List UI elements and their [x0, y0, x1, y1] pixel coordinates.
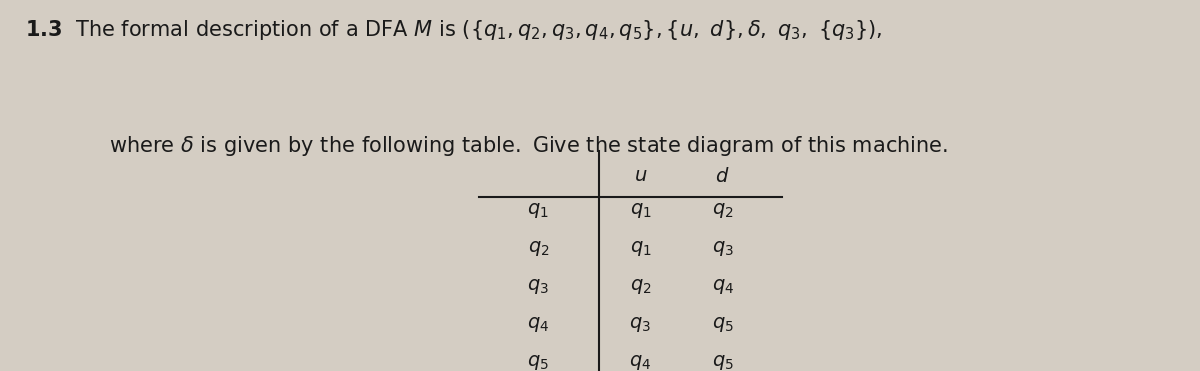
Text: $\mathbf{1.3}$  $\mathrm{The\ formal\ description\ of\ a\ DFA}\ $$\mathit{M}\ $$: $\mathbf{1.3}$ $\mathrm{The\ formal\ des…	[25, 18, 883, 42]
Text: $q_{1}$: $q_{1}$	[630, 239, 652, 258]
Text: $q_{4}$: $q_{4}$	[629, 354, 652, 371]
Text: $d$: $d$	[715, 167, 730, 186]
Text: $q_{3}$: $q_{3}$	[712, 239, 733, 258]
Text: $q_{2}$: $q_{2}$	[712, 201, 733, 220]
Text: $q_{4}$: $q_{4}$	[712, 277, 734, 296]
Text: $q_{3}$: $q_{3}$	[527, 277, 550, 296]
Text: $q_{4}$: $q_{4}$	[527, 315, 550, 334]
Text: $q_{1}$: $q_{1}$	[630, 201, 652, 220]
Text: $\mathrm{where}\ \delta\ \mathrm{is\ given\ by\ the\ following\ table.\ Give\ th: $\mathrm{where}\ \delta\ \mathrm{is\ giv…	[109, 134, 948, 158]
Text: $q_{5}$: $q_{5}$	[528, 354, 550, 371]
Text: $q_{2}$: $q_{2}$	[630, 277, 652, 296]
Text: $q_{3}$: $q_{3}$	[630, 315, 652, 334]
Text: $u$: $u$	[634, 167, 647, 185]
Text: $q_{1}$: $q_{1}$	[528, 201, 550, 220]
Text: $q_{5}$: $q_{5}$	[712, 315, 733, 334]
Text: $q_{5}$: $q_{5}$	[712, 354, 733, 371]
Text: $q_{2}$: $q_{2}$	[528, 239, 550, 258]
